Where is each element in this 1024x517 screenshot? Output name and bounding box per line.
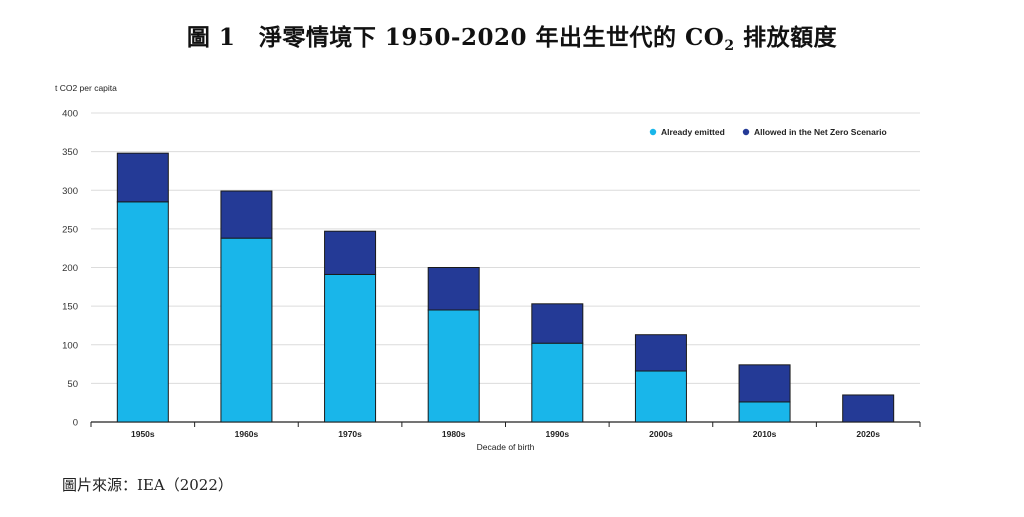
x-tick-label: 1970s — [338, 429, 362, 439]
bar-segment-allowed-net-zero — [842, 394, 895, 423]
x-tick-label: 1980s — [442, 429, 466, 439]
figure-title: 圖 1 淨零情境下 1950-2020 年出生世代的 CO2 排放額度 — [0, 18, 1024, 54]
y-tick-label: 150 — [62, 302, 78, 313]
bar-segment-already-emitted — [634, 370, 687, 423]
bar-segment-already-emitted — [220, 237, 273, 423]
bar-segment-allowed-net-zero — [531, 303, 584, 344]
x-tick-label: 2010s — [753, 429, 777, 439]
bar-segment-allowed-net-zero — [324, 230, 377, 275]
y-tick-label: 400 — [62, 109, 78, 120]
figure-title-main: 圖 1 淨零情境下 1950-2020 年出生世代的 CO — [186, 24, 725, 51]
x-axis-label: Decade of birth — [477, 442, 535, 452]
y-tick-label: 50 — [67, 379, 78, 390]
x-tick-label: 2020s — [856, 429, 880, 439]
bar-segment-already-emitted — [531, 342, 584, 423]
y-tick-label: 200 — [62, 263, 78, 274]
y-tick-label: 350 — [62, 147, 78, 158]
legend-marker-allowed-net-zero — [742, 128, 750, 136]
bar-segment-already-emitted — [116, 201, 169, 423]
bar-segment-allowed-net-zero — [116, 152, 169, 203]
bar-segment-already-emitted — [427, 309, 480, 423]
legend-label: Already emitted — [661, 127, 725, 137]
y-tick-label: 300 — [62, 186, 78, 197]
y-tick-label: 100 — [62, 340, 78, 351]
bar-segment-allowed-net-zero — [738, 364, 791, 403]
bar-segment-allowed-net-zero — [220, 190, 273, 239]
figure-title-end: 排放額度 — [734, 24, 838, 51]
bar-segment-already-emitted — [324, 273, 377, 423]
x-tick-label: 1990s — [545, 429, 569, 439]
x-tick-label: 1960s — [235, 429, 259, 439]
y-axis-label: t CO2 per capita — [55, 83, 117, 93]
y-tick-label: 250 — [62, 224, 78, 235]
legend-marker-already-emitted — [649, 128, 657, 136]
legend-label: Allowed in the Net Zero Scenario — [754, 127, 887, 137]
y-tick-label: 0 — [73, 418, 78, 429]
bar-segment-allowed-net-zero — [634, 334, 687, 372]
x-tick-label: 1950s — [131, 429, 155, 439]
bar-segment-allowed-net-zero — [427, 267, 480, 311]
x-tick-label: 2000s — [649, 429, 673, 439]
bar-segment-already-emitted — [738, 401, 791, 423]
figure-source: 圖片來源：IEA（2022） — [62, 476, 233, 494]
figure-title-subscript: 2 — [724, 38, 735, 54]
